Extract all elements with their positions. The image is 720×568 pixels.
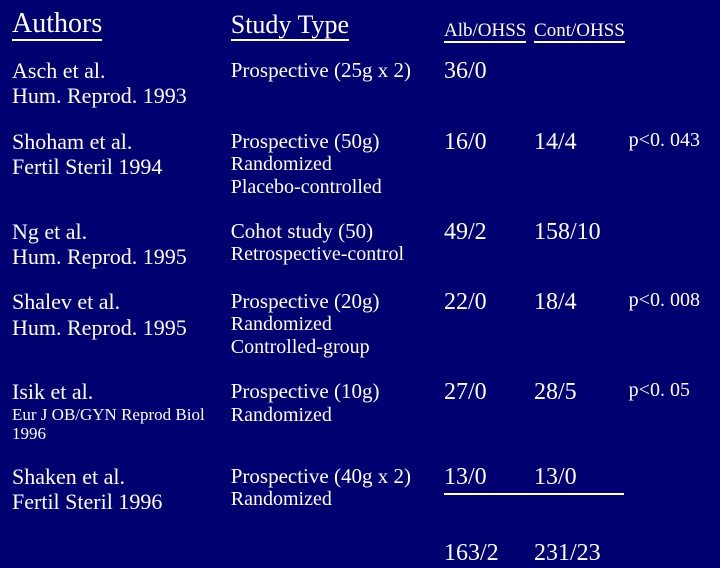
header-authors: Authors — [12, 8, 231, 48]
study-line: Prospective (25g x 2) — [231, 58, 424, 82]
study-cell: Prospective (10g)Randomized — [231, 369, 424, 453]
study-line: Randomized — [231, 488, 424, 511]
header-cont-ohss: Cont/OHSS — [534, 8, 629, 48]
cont-ohss-value: 14/4 — [534, 119, 629, 209]
cont-ohss-value — [534, 48, 629, 119]
total-cont: 231/23 — [534, 524, 629, 568]
p-value: p<0. 05 — [629, 369, 708, 453]
cont-ohss-value: 28/5 — [534, 369, 629, 453]
studies-table: Authors Study Type Alb/OHSS Cont/OHSS As… — [12, 8, 708, 568]
study-line: Randomized — [231, 313, 424, 336]
author-line2: Hum. Reprod. 1995 — [12, 244, 231, 269]
study-cell: Prospective (50g)RandomizedPlacebo-contr… — [231, 119, 424, 209]
table-row: Shoham et al.Fertil Steril 1994Prospecti… — [12, 119, 708, 209]
author-line1: Ng et al. — [12, 219, 231, 244]
header-alb-ohss: Alb/OHSS — [424, 8, 534, 48]
study-cell: Prospective (25g x 2) — [231, 48, 424, 119]
study-line: Randomized — [231, 153, 424, 176]
author-cell: Isik et al.Eur J OB/GYN Reprod Biol 1996 — [12, 369, 231, 453]
alb-ohss-value: 27/0 — [424, 369, 534, 453]
study-line: Retrospective-control — [231, 243, 424, 266]
alb-ohss-value: 36/0 — [424, 48, 534, 119]
table-row: Shaken et al.Fertil Steril 1996Prospecti… — [12, 454, 708, 525]
author-line2: Fertil Steril 1994 — [12, 154, 231, 179]
author-cell: Shoham et al.Fertil Steril 1994 — [12, 119, 231, 209]
study-line: Prospective (50g) — [231, 129, 424, 153]
header-study-type: Study Type — [231, 8, 424, 48]
author-cell: Shaken et al.Fertil Steril 1996 — [12, 454, 231, 525]
author-line2: Eur J OB/GYN Reprod Biol 1996 — [12, 405, 231, 444]
study-line: Placebo-controlled — [231, 176, 424, 199]
p-value — [629, 209, 708, 280]
study-line: Prospective (10g) — [231, 379, 424, 403]
table-row: Shalev et al.Hum. Reprod. 1995Prospectiv… — [12, 279, 708, 369]
p-value: p<0. 043 — [629, 119, 708, 209]
alb-ohss-value: 22/0 — [424, 279, 534, 369]
header-row: Authors Study Type Alb/OHSS Cont/OHSS — [12, 8, 708, 48]
author-cell: Asch et al.Hum. Reprod. 1993 — [12, 48, 231, 119]
table-row: Asch et al.Hum. Reprod. 1993Prospective … — [12, 48, 708, 119]
cont-ohss-value: 18/4 — [534, 279, 629, 369]
p-value: p<0. 008 — [629, 279, 708, 369]
study-cell: Cohot study (50)Retrospective-control — [231, 209, 424, 280]
author-line1: Asch et al. — [12, 58, 231, 83]
study-line: Randomized — [231, 404, 424, 427]
p-value — [629, 48, 708, 119]
author-line2: Hum. Reprod. 1993 — [12, 83, 231, 108]
table-row: Isik et al.Eur J OB/GYN Reprod Biol 1996… — [12, 369, 708, 453]
p-value — [629, 454, 708, 525]
alb-ohss-value: 16/0 — [424, 119, 534, 209]
author-line1: Shaken et al. — [12, 464, 231, 489]
author-line1: Shoham et al. — [12, 129, 231, 154]
total-alb: 163/2 — [424, 524, 534, 568]
author-cell: Shalev et al.Hum. Reprod. 1995 — [12, 279, 231, 369]
study-line: Prospective (20g) — [231, 289, 424, 313]
study-line: Prospective (40g x 2) — [231, 464, 424, 488]
author-line1: Isik et al. — [12, 379, 231, 404]
study-cell: Prospective (40g x 2)Randomized — [231, 454, 424, 525]
table-row: Ng et al.Hum. Reprod. 1995Cohot study (5… — [12, 209, 708, 280]
alb-ohss-value: 13/0 — [424, 454, 534, 525]
cont-ohss-value: 158/10 — [534, 209, 629, 280]
author-line1: Shalev et al. — [12, 289, 231, 314]
study-line: Cohot study (50) — [231, 219, 424, 243]
author-cell: Ng et al.Hum. Reprod. 1995 — [12, 209, 231, 280]
alb-ohss-value: 49/2 — [424, 209, 534, 280]
totals-row: 163/2231/23 — [12, 524, 708, 568]
cont-ohss-value: 13/0 — [534, 454, 629, 525]
author-line2: Hum. Reprod. 1995 — [12, 315, 231, 340]
author-line2: Fertil Steril 1996 — [12, 489, 231, 514]
study-line: Controlled-group — [231, 336, 424, 359]
study-cell: Prospective (20g)RandomizedControlled-gr… — [231, 279, 424, 369]
